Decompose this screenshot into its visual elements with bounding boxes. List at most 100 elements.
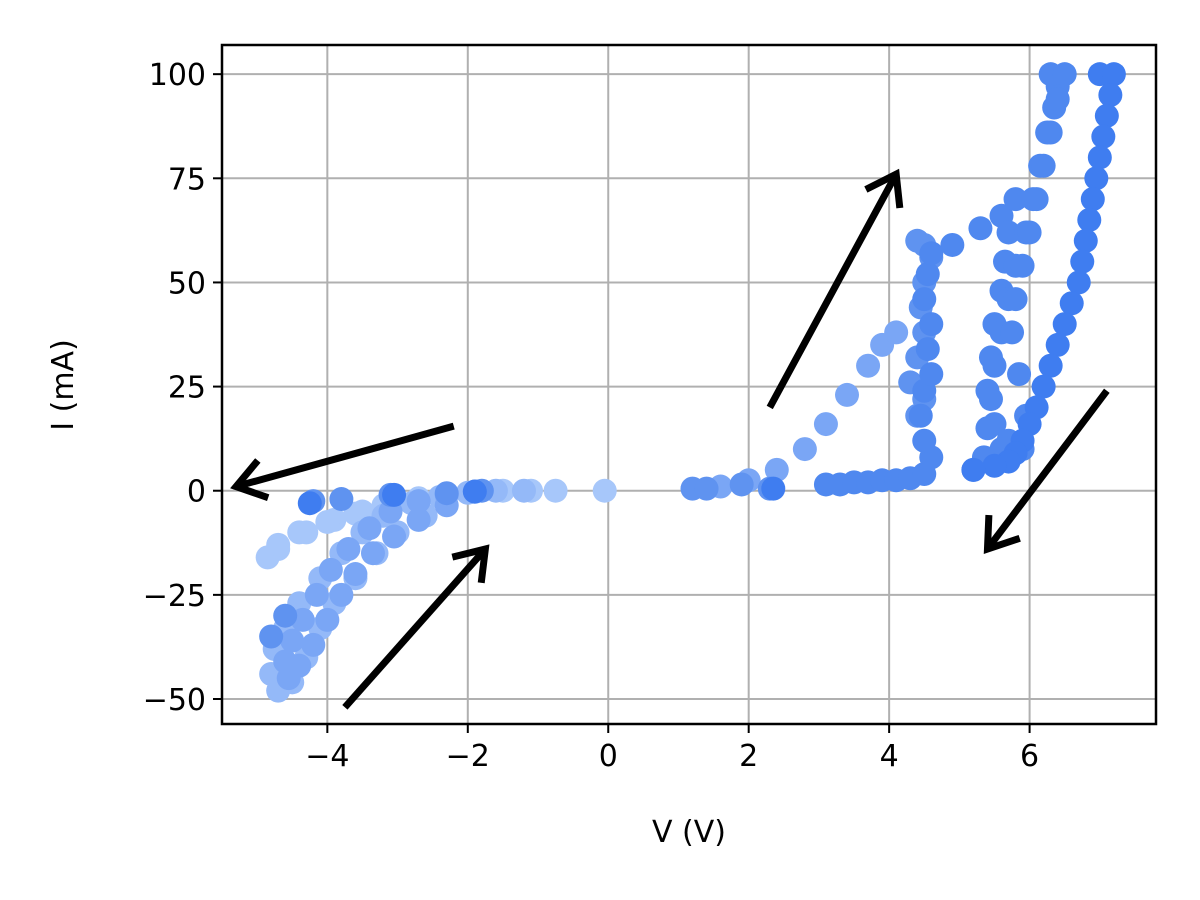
data-point [1010,253,1035,278]
data-point [996,220,1021,245]
data-point [1084,166,1109,191]
arrow-shaft [235,422,455,490]
data-point [1024,187,1049,212]
data-point [1098,82,1123,107]
data-point [912,428,937,453]
data-point [1017,220,1042,245]
data-point [1077,207,1102,232]
y-tick-label: 100 [149,58,206,93]
data-point [915,337,940,362]
data-point [434,481,459,506]
data-point [975,416,1000,441]
data-point [940,232,965,257]
data-point [884,320,909,345]
data-point [1000,320,1025,345]
data-point [919,362,944,387]
x-tick-label: 6 [1020,739,1039,774]
y-tick-label: 50 [168,266,206,301]
y-tick-label: 75 [168,162,206,197]
arrow-head [451,544,490,584]
annotation-arrow [342,544,490,710]
data-point [961,457,986,482]
data-point [915,262,940,287]
data-point [856,353,881,378]
y-tick-label: 25 [168,371,206,406]
data-point [1094,103,1119,128]
data-point [968,216,993,241]
data-point [462,479,487,504]
data-point [592,478,617,503]
data-point [908,403,933,428]
annotation-arrow [766,168,904,410]
data-point [1031,153,1056,178]
data-point [266,532,291,557]
x-tick-label: −4 [305,739,349,774]
arrow-head [230,458,270,501]
data-point [1052,312,1077,337]
data-point [511,478,536,503]
data-point [301,632,326,657]
data-point [1091,124,1116,149]
data-point [287,653,312,678]
data-point [1101,62,1126,87]
data-point [1038,120,1063,145]
annotation-arrow [230,422,455,501]
data-point [259,624,284,649]
series-6 [297,62,1126,516]
data-point [297,491,322,516]
data-point [919,312,944,337]
arrow-shaft [766,172,900,410]
data-point [382,524,407,549]
data-point [792,437,817,462]
data-point [360,541,385,566]
y-tick-label: −50 [143,683,206,718]
x-axis-label: V (V) [652,815,726,850]
data-point [982,353,1007,378]
data-point [1073,228,1098,253]
data-point [1007,362,1032,387]
data-point [978,387,1003,412]
data-point [694,476,719,501]
data-point [357,516,382,541]
data-point [919,241,944,266]
data-point [835,382,860,407]
data-point [1080,187,1105,212]
y-tick-label: 0 [187,475,206,510]
plot-frame [220,43,1158,726]
data-point [315,607,340,632]
data-point [1066,270,1091,295]
arrow-shaft [342,546,488,710]
data-point [764,457,789,482]
arrow-head [983,514,1021,554]
x-tick-label: 0 [599,739,618,774]
data-point [280,628,305,653]
data-point [761,476,786,501]
data-points [255,62,1126,703]
data-point [982,453,1007,478]
annotation-arrow [983,388,1110,554]
data-point [813,412,838,437]
data-point [287,520,312,545]
data-point [1003,187,1028,212]
x-axis-ticks: −4 −2 0 2 4 6 [305,724,1039,774]
data-point [1059,291,1084,316]
y-tick-label: −25 [143,579,206,614]
data-point [336,537,361,562]
data-point [1045,87,1070,112]
data-point [1052,62,1077,87]
data-point [1070,249,1095,274]
y-axis-label: I (mA) [46,339,81,431]
arrow-shaft [984,388,1110,552]
data-point [543,478,568,503]
data-point [315,509,340,534]
data-point [1003,287,1028,312]
data-point [406,507,431,532]
data-point [1031,374,1056,399]
data-point [729,472,754,497]
data-point [1038,353,1063,378]
y-axis-ticks: −50 −25 0 25 50 75 100 [143,58,222,718]
data-point [382,482,407,507]
data-point [406,489,431,514]
data-point [318,557,343,582]
